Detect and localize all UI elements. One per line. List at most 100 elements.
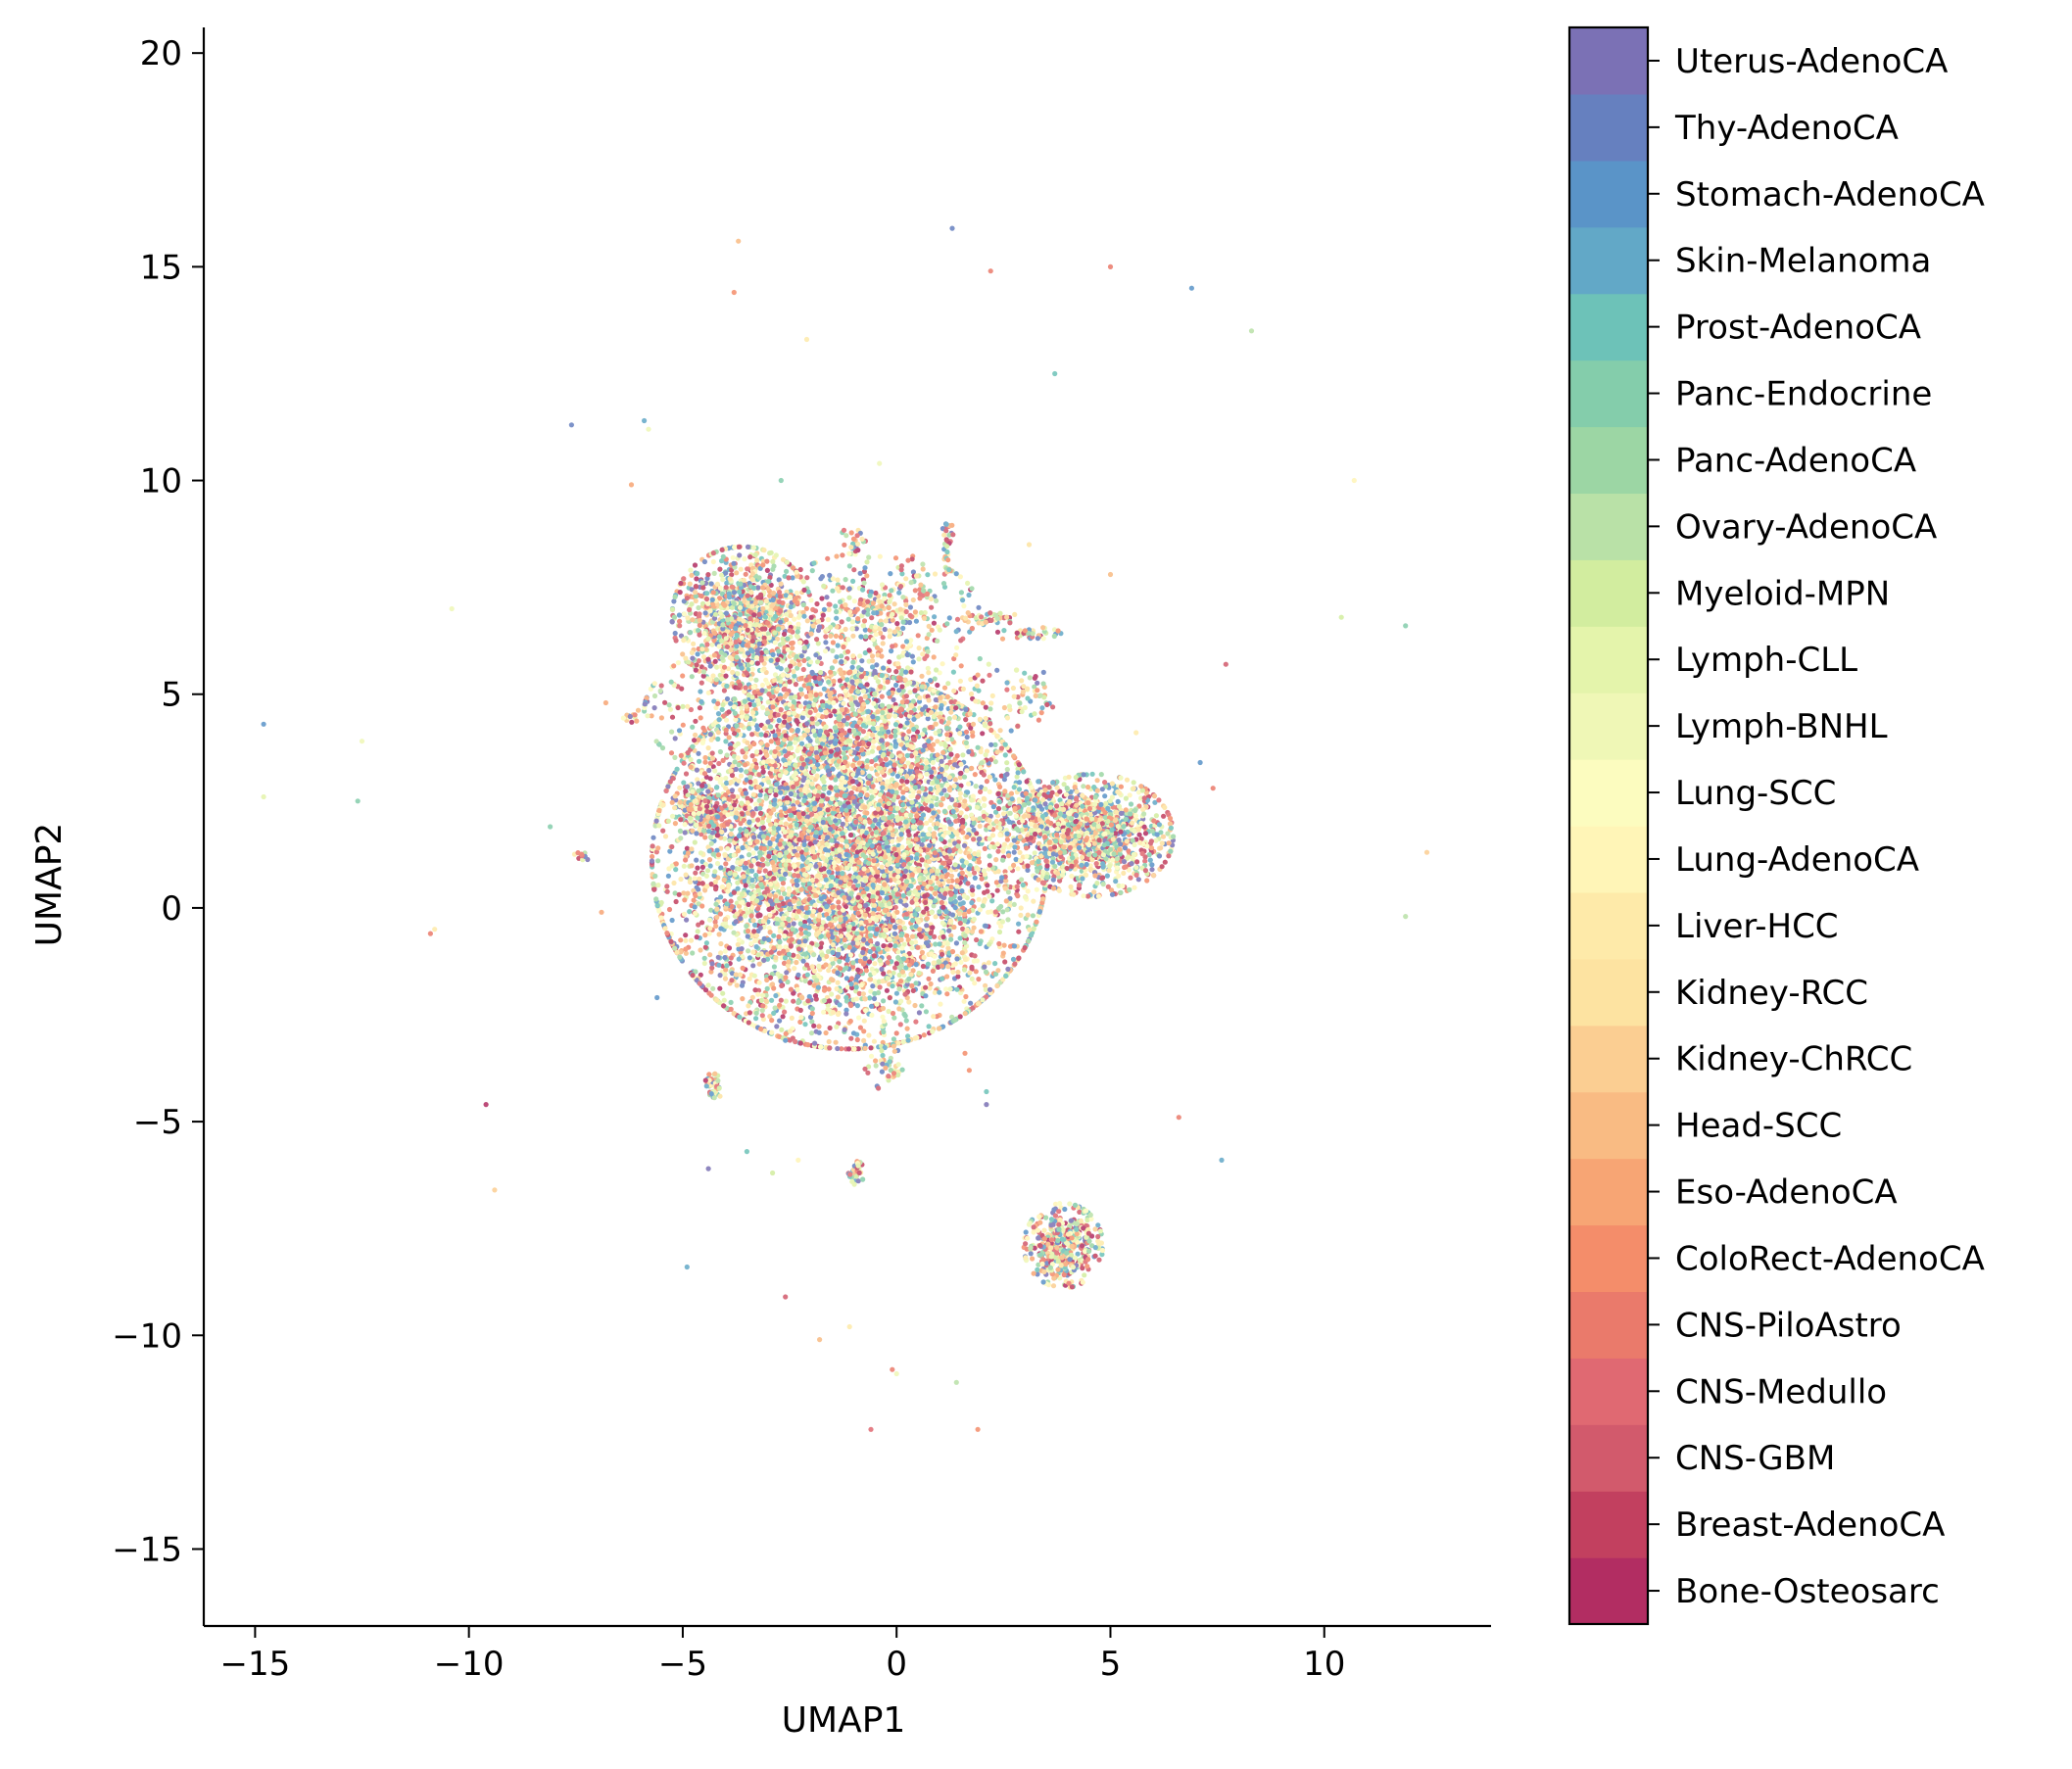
scatter-point [995,790,1001,797]
scatter-point [788,824,794,830]
scatter-point [903,902,909,908]
scatter-point [985,883,990,888]
scatter-point [789,1015,795,1021]
scatter-point [712,768,718,774]
scatter-point [892,999,899,1005]
scatter-point [739,982,746,988]
scatter-point [836,899,842,905]
scatter-point [841,750,846,756]
scatter-point [728,955,734,961]
scatter-point [728,1006,734,1012]
scatter-point [1006,853,1012,859]
scatter-point [813,813,819,819]
scatter-point [759,1013,765,1019]
scatter-point [802,951,808,957]
scatter-point [739,800,745,806]
scatter-point [969,900,975,906]
scatter-point [795,972,801,978]
scatter-point [782,955,789,961]
scatter-point [923,1009,930,1015]
scatter-point [829,956,835,962]
scatter-point [894,805,900,812]
scatter-point [751,973,757,979]
scatter-point [821,1009,827,1015]
scatter-point [916,1010,923,1016]
scatter-point [816,785,822,790]
scatter-point [974,958,981,964]
scatter-point [796,900,802,907]
scatter-point [949,796,955,803]
scatter-point [795,799,800,805]
scatter-point [826,986,832,992]
scatter-point [1004,760,1010,766]
scatter-point [872,789,878,794]
scatter-point [708,840,714,846]
scatter-point [717,973,723,979]
scatter-point [755,991,761,997]
scatter-point [714,860,721,867]
scatter-point [850,940,856,946]
scatter-point [750,963,756,969]
scatter-point [958,875,965,881]
scatter-point [858,695,864,702]
scatter-point [916,919,922,925]
scatter-points [261,225,1430,1432]
scatter-point [681,863,687,869]
scatter-point [948,884,954,890]
scatter-point [894,909,900,915]
scatter-point [685,850,692,856]
scatter-point [787,808,793,814]
scatter-point [782,933,788,939]
scatter-point [691,897,697,903]
scatter-point [964,929,971,934]
scatter-point [671,880,677,886]
scatter-point [707,776,713,782]
scatter-point [893,990,900,996]
scatter-point [782,890,788,897]
scatter-point [978,789,984,795]
scatter-point [983,923,989,929]
scatter-point [997,832,1003,838]
scatter-point [924,916,930,922]
scatter-point [913,1019,919,1025]
scatter-point [723,739,729,744]
scatter-point [784,970,790,976]
scatter-point [721,997,727,1003]
scatter-point [792,966,797,972]
scatter-point [827,1045,833,1051]
scatter-point [701,955,707,961]
scatter-point [835,1045,841,1052]
scatter-point [893,851,899,858]
scatter-point [772,1005,778,1011]
scatter-point [1014,774,1020,780]
scatter-point [992,909,998,915]
scatter-point [926,976,932,981]
scatter-point [794,959,799,966]
scatter-point [798,886,804,892]
scatter-point [919,1003,925,1009]
scatter-point [724,780,730,787]
scatter-point [936,880,941,885]
scatter-point [847,832,854,838]
scatter-point [847,784,853,789]
scatter-point [704,868,711,874]
scatter-point [722,955,728,961]
scatter-point [940,874,945,880]
scatter-point [729,788,736,793]
scatter-point [884,946,890,952]
scatter-point [683,937,689,943]
scatter-point [869,766,875,772]
scatter-point [962,911,968,918]
scatter-point [708,992,714,998]
scatter-point [777,800,784,807]
scatter-point [664,884,670,889]
scatter-point [864,758,871,764]
scatter-point [972,772,978,778]
scatter-point [936,959,941,965]
scatter-point [940,904,946,910]
scatter-point [961,998,967,1004]
scatter-point [835,1011,842,1018]
scatter-point [795,999,801,1006]
scatter-point [958,810,964,816]
scatter-point [826,968,832,974]
